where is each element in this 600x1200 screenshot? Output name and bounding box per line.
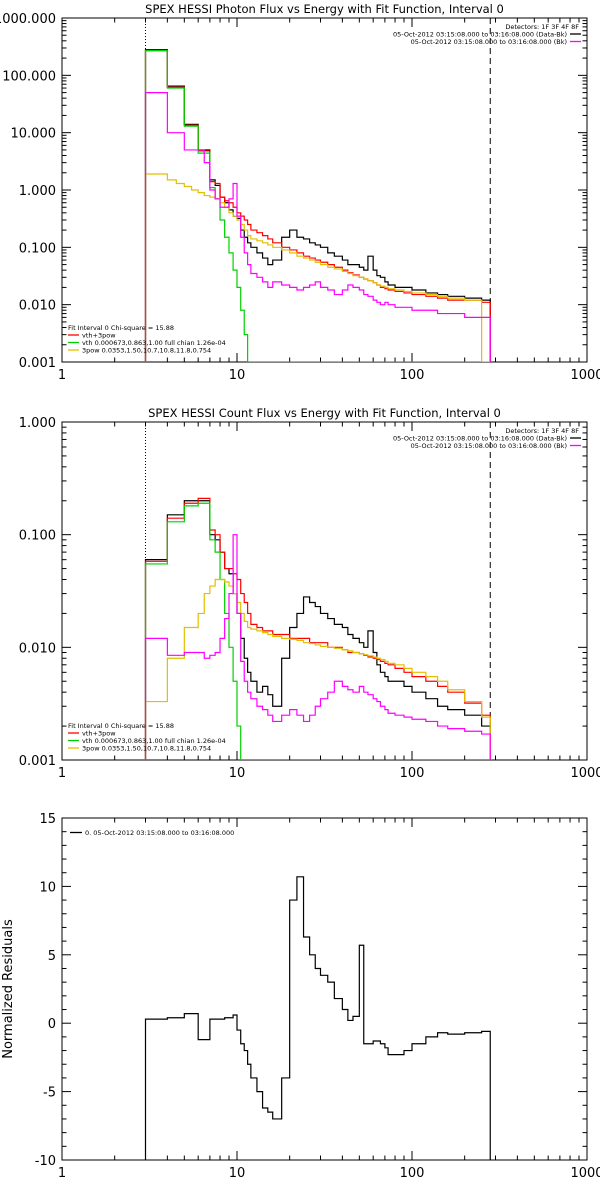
y-tick-label: 1.000 (19, 416, 56, 431)
chart-title: SPEX HESSI Count Flux vs Energy with Fit… (148, 406, 501, 420)
y-tick-label: 0.100 (19, 241, 56, 256)
x-tick-label: 10 (229, 766, 246, 781)
legend-entry: 05-Oct-2012 03:15:08.000 to 03:16:08.000… (411, 38, 567, 46)
series-line-1 (144, 49, 491, 362)
legend-entry: 05-Oct-2012 03:15:08.000 to 03:16:08.000… (393, 31, 567, 39)
x-tick-label: 1 (58, 766, 66, 781)
chart-panel-2: SPEX HESSI Count Flux vs Energy with Fit… (19, 406, 600, 781)
x-tick-label: 1000 (570, 1166, 600, 1181)
y-tick-label: 0.100 (19, 529, 56, 544)
legend-entry: 05-Oct-2012 03:15:08.000 to 03:16:08.000… (393, 435, 567, 443)
y-tick-label: 10.000 (11, 127, 57, 142)
y-tick-label: 0.001 (19, 356, 56, 371)
x-tick-label: 100 (400, 368, 425, 383)
x-tick-label: 1000 (570, 766, 600, 781)
series-line-2 (144, 497, 491, 760)
series-line-3 (144, 502, 491, 760)
legend-header: Detectors: 1F 3F 4F 8F (505, 427, 579, 435)
x-tick-label: 100 (400, 766, 425, 781)
y-tick-label: 5 (48, 949, 56, 964)
legend-entry: vth 0.000673,0.863,1.00 full chian 1.26e… (82, 737, 226, 745)
legend-entry: vth 0.000673,0.863,1.00 full chian 1.26e… (82, 339, 226, 347)
series-line-3 (144, 50, 491, 362)
legend-header: Fit Interval 0 Chi-square = 15.88 (68, 324, 174, 332)
legend-entry: 0. 05-Oct-2012 03:15:08.000 to 03:16:08.… (85, 829, 234, 837)
y-tick-label: 0 (48, 1017, 56, 1032)
x-tick-label: 100 (400, 1166, 425, 1181)
series-line-1 (144, 876, 491, 1160)
series-group (144, 49, 491, 362)
series-line-4 (144, 578, 491, 760)
series-line-2 (144, 50, 491, 362)
y-tick-label: -5 (43, 1086, 56, 1101)
series-group (144, 497, 491, 760)
plot-frame (61, 17, 588, 363)
series-line-5 (144, 91, 491, 362)
legend-entry: 3pow 0.0353,1.50,10.7,10.8,11.8,0.754 (82, 745, 211, 753)
y-tick-label: 1.000 (19, 184, 56, 199)
y-tick-label: 0.010 (19, 641, 56, 656)
series-group (144, 876, 491, 1160)
y-tick-label: 15 (39, 812, 56, 827)
legend-entry: vth+3pow (82, 730, 116, 738)
chart-panel-3: 1 10 100 1000 -10 -5 0 5 10 15 Normalized Residual… (1, 812, 600, 1181)
plot-frame (61, 421, 588, 761)
y-tick-label: 10 (39, 880, 56, 895)
x-tick-label: 1 (58, 368, 66, 383)
y-tick-label: 0.010 (19, 299, 56, 314)
legend-entry: 05-Oct-2012 03:15:08.000 to 03:16:08.000… (411, 442, 567, 450)
chart-title: SPEX HESSI Photon Flux vs Energy with Fi… (145, 2, 504, 16)
x-tick-label: 1000 (570, 368, 600, 383)
legend-header: Fit Interval 0 Chi-square = 15.88 (68, 722, 174, 730)
x-tick-label: 1 (58, 1166, 66, 1181)
series-line-5 (144, 534, 491, 760)
plot-frame (61, 817, 588, 1161)
chart-panel-1: SPEX HESSI Photon Flux vs Energy with Fi… (0, 2, 600, 383)
legend-header: Detectors: 1F 3F 4F 8F (505, 23, 579, 31)
series-line-4 (144, 173, 491, 362)
series-line-1 (144, 500, 491, 760)
legend-entry: vth+3pow (82, 332, 116, 340)
x-tick-label: 10 (229, 1166, 246, 1181)
y-tick-label: 1000.000 (0, 12, 56, 27)
y-tick-label: -10 (35, 1154, 56, 1169)
y-tick-label: 0.001 (19, 754, 56, 769)
y-axis-label: Normalized Residuals (1, 919, 16, 1059)
legend-entry: 3pow 0.0353,1.50,10.7,10.8,11.8,0.754 (82, 347, 211, 355)
x-tick-label: 10 (229, 368, 246, 383)
y-tick-label: 100.000 (2, 69, 56, 84)
